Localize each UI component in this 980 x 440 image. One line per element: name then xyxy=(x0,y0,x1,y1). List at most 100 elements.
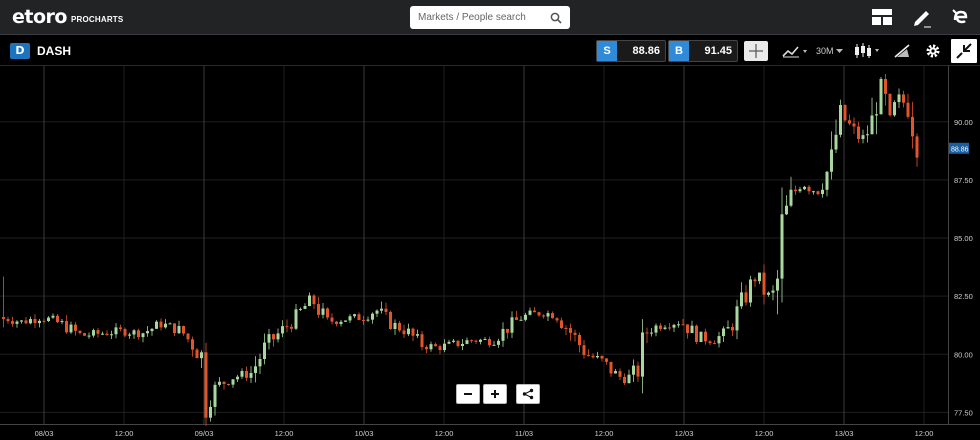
candle-body xyxy=(510,317,514,333)
candle-body xyxy=(704,331,707,342)
candle-body xyxy=(726,327,730,329)
candle-body xyxy=(582,345,586,356)
candle-body xyxy=(357,314,361,321)
candle-body xyxy=(758,272,761,282)
interval-selector[interactable]: 30M xyxy=(816,41,844,61)
candle-body xyxy=(645,332,649,334)
search-box[interactable] xyxy=(410,6,570,29)
crosshair-icon xyxy=(749,44,763,58)
etoro-logo[interactable]: etoro PROCHARTS xyxy=(12,6,123,28)
indicators-button[interactable] xyxy=(781,41,809,61)
candle-body xyxy=(533,310,536,313)
search-icon[interactable] xyxy=(550,11,562,29)
candle-body xyxy=(186,333,190,340)
candle-body xyxy=(317,304,320,315)
pencil-icon[interactable] xyxy=(911,6,933,28)
settings-button[interactable] xyxy=(925,41,941,61)
candle-body xyxy=(897,94,901,103)
candle-body xyxy=(866,134,869,136)
candle-body xyxy=(780,214,784,279)
candle-body xyxy=(132,330,136,335)
candle-body xyxy=(285,326,289,328)
candle-body xyxy=(875,114,878,116)
candle-body xyxy=(834,134,838,150)
candle-body xyxy=(483,339,487,341)
x-tick-label: 12:00 xyxy=(435,429,454,438)
candle-body xyxy=(60,321,64,323)
candle-body xyxy=(204,352,208,418)
candle-body xyxy=(830,149,833,172)
candle-body xyxy=(591,355,595,358)
candle-body xyxy=(546,313,550,317)
candle-body xyxy=(222,381,226,385)
instrument-symbol: DASH xyxy=(37,44,72,58)
candle-body xyxy=(699,331,703,343)
candle-body xyxy=(24,320,28,324)
candle-body xyxy=(573,332,577,335)
candle-body xyxy=(227,384,230,386)
candle-body xyxy=(564,327,568,329)
candle-body xyxy=(762,272,766,295)
x-tick-label: 12:00 xyxy=(275,429,294,438)
sell-button[interactable]: S 88.86 xyxy=(596,40,666,62)
candle-body xyxy=(159,321,163,328)
candle-body xyxy=(362,320,365,322)
sell-price: 88.86 xyxy=(632,45,660,57)
candle-body xyxy=(308,295,311,307)
candle-body xyxy=(245,370,248,378)
x-tick-label: 13/03 xyxy=(835,429,854,438)
candle-body xyxy=(884,78,887,94)
share-button[interactable] xyxy=(516,384,540,404)
candle-body xyxy=(56,315,59,323)
candle-body xyxy=(870,115,874,135)
search-input[interactable] xyxy=(410,6,540,29)
candle-body xyxy=(375,310,379,314)
candle-body xyxy=(92,330,95,336)
candle-body xyxy=(848,120,851,124)
x-tick-label: 09/03 xyxy=(195,429,214,438)
candle-body xyxy=(528,310,532,315)
candle-body xyxy=(893,102,896,116)
candle-body xyxy=(96,330,100,334)
candle-body xyxy=(281,326,284,334)
candle-body xyxy=(555,318,559,321)
y-tick-label: 77.50 xyxy=(954,408,973,417)
candle-body xyxy=(767,292,770,295)
candle-body xyxy=(330,317,334,322)
zoom-in-button[interactable] xyxy=(483,384,507,404)
candle-body xyxy=(663,327,667,329)
candle-body xyxy=(821,189,824,195)
candle-body xyxy=(231,379,235,385)
etoro-e-icon[interactable] xyxy=(949,6,971,28)
brand-name: etoro xyxy=(12,6,67,28)
candle-body xyxy=(452,340,455,342)
candle-body xyxy=(888,93,892,116)
candle-body xyxy=(65,321,68,333)
candle-body xyxy=(618,371,622,377)
price-chart[interactable]: 90.00 87.50 85.00 82.50 80.00 77.50 08/03 12:00… xyxy=(0,66,980,440)
interval-label: 30M xyxy=(816,46,834,56)
drawing-tools-button[interactable] xyxy=(893,41,911,61)
candle-body xyxy=(672,324,676,328)
candle-body xyxy=(209,406,212,418)
candle-body xyxy=(816,191,820,195)
candle-body xyxy=(119,327,122,330)
candle-body xyxy=(335,321,338,325)
zoom-out-button[interactable] xyxy=(456,384,480,404)
candle-body xyxy=(254,366,257,373)
candle-body xyxy=(191,339,194,350)
candle-body xyxy=(681,324,685,326)
candle-body xyxy=(447,341,451,344)
buy-price: 91.45 xyxy=(704,45,732,57)
candle-body xyxy=(213,384,217,407)
buy-button[interactable]: B 91.45 xyxy=(668,40,738,62)
candle-body xyxy=(263,342,266,360)
candle-body xyxy=(78,330,82,334)
layout-icon[interactable] xyxy=(871,6,893,28)
x-tick-label: 10/03 xyxy=(355,429,374,438)
candle-body xyxy=(915,136,919,158)
chart-type-button[interactable] xyxy=(853,41,881,61)
candle-body xyxy=(461,343,464,347)
crosshair-button[interactable] xyxy=(744,41,768,61)
fullscreen-button[interactable] xyxy=(951,39,977,63)
